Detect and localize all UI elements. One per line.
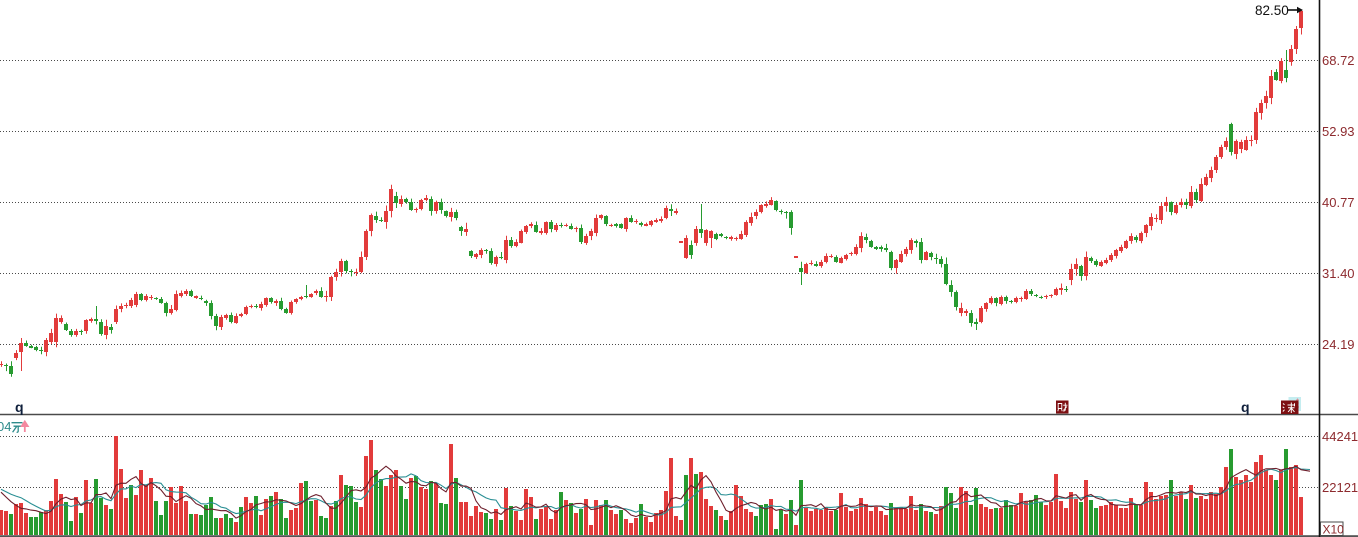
svg-text:24.19: 24.19 [1322,337,1355,352]
svg-text:X10: X10 [1323,523,1345,537]
svg-text:82.50: 82.50 [1255,3,1289,18]
svg-text:52.93: 52.93 [1322,124,1355,139]
svg-text:68.72: 68.72 [1322,53,1355,68]
svg-text:q: q [1241,399,1250,415]
svg-text:31.40: 31.40 [1322,266,1355,281]
svg-text:44241: 44241 [1322,429,1358,444]
svg-text:22121: 22121 [1322,480,1358,495]
svg-text:q: q [15,399,24,415]
svg-text:40.77: 40.77 [1322,195,1355,210]
svg-text:04: 04 [0,419,11,434]
